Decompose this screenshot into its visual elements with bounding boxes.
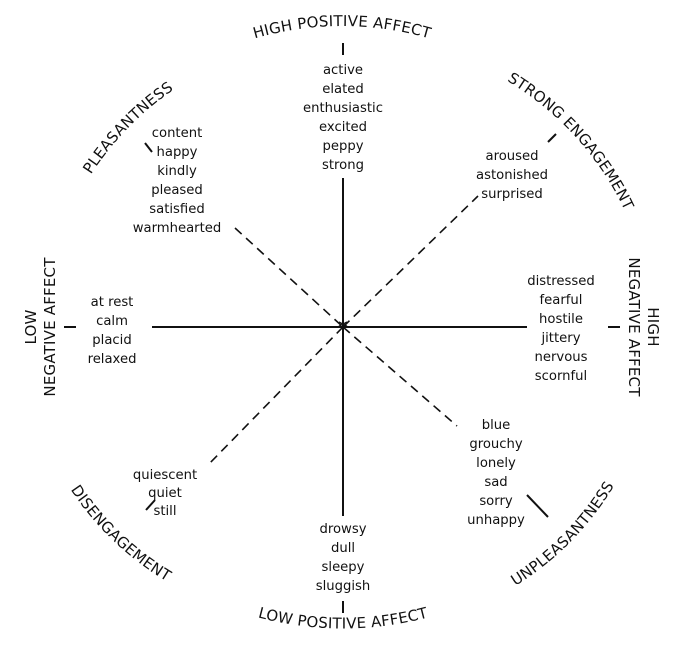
word: surprised	[481, 187, 542, 202]
word: warmhearted	[133, 221, 222, 236]
word: quiet	[148, 486, 182, 501]
tick-pleasantness	[144, 142, 153, 153]
word: distressed	[527, 274, 595, 289]
word: kindly	[157, 164, 197, 179]
word: placid	[92, 333, 131, 348]
word: hostile	[539, 312, 583, 327]
pleasantness-diagonal	[234, 227, 344, 328]
words-high-negative-affect: distressed fearful hostile jittery nervo…	[527, 274, 595, 384]
word: content	[152, 126, 203, 141]
word: nervous	[535, 350, 588, 365]
word: quiescent	[133, 468, 197, 483]
words-strong-engagement: aroused astonished surprised	[476, 149, 548, 202]
word: dull	[331, 541, 355, 556]
word: still	[153, 504, 176, 519]
disengagement-diagonal	[206, 326, 344, 467]
tick-strong-engagement	[547, 133, 557, 143]
word: sorry	[479, 494, 513, 509]
word: pleased	[151, 183, 203, 198]
word: unhappy	[467, 513, 525, 528]
strong-engagement-diagonal	[342, 195, 479, 328]
word: jittery	[540, 331, 580, 346]
word: elated	[322, 82, 364, 97]
label-unpleasantness: UNPLEASANTNESS	[508, 478, 618, 589]
center-mark: *	[338, 317, 348, 338]
unpleasantness-diagonal	[342, 326, 458, 427]
word: scornful	[535, 369, 587, 384]
words-pleasantness: content happy kindly pleased satisfied w…	[133, 126, 222, 236]
word: lonely	[476, 456, 516, 471]
label-low-negative-affect: LOWNEGATIVE AFFECT	[22, 257, 59, 397]
word: sleepy	[322, 560, 365, 575]
word: fearful	[540, 293, 583, 308]
words-unpleasantness: blue grouchy lonely sad sorry unhappy	[467, 418, 525, 528]
word: happy	[157, 145, 198, 160]
word: at rest	[91, 295, 134, 310]
word: sad	[484, 475, 507, 490]
words-high-positive-affect: active elated enthusiastic excited peppy…	[303, 63, 383, 173]
word: relaxed	[88, 352, 137, 367]
word: grouchy	[469, 437, 523, 452]
word: sluggish	[316, 579, 371, 594]
word: aroused	[486, 149, 539, 164]
words-low-positive-affect: drowsy dull sleepy sluggish	[316, 522, 371, 594]
words-low-negative-affect: at rest calm placid relaxed	[88, 295, 137, 367]
word: satisfied	[149, 202, 204, 217]
label-high-negative-affect: HIGHNEGATIVE AFFECT	[625, 257, 662, 397]
words-disengagement: quiescent quiet still	[133, 468, 197, 519]
word: astonished	[476, 168, 548, 183]
label-high-positive-affect: HIGH POSITIVE AFFECT	[251, 12, 434, 43]
word: enthusiastic	[303, 101, 383, 116]
word: peppy	[322, 139, 363, 154]
tick-disengagement	[145, 499, 156, 511]
word: drowsy	[319, 522, 366, 537]
word: strong	[322, 158, 364, 173]
word: calm	[96, 314, 128, 329]
word: blue	[482, 418, 511, 433]
tick-unpleasantness	[526, 494, 549, 518]
word: active	[323, 63, 363, 78]
word: excited	[319, 120, 367, 135]
